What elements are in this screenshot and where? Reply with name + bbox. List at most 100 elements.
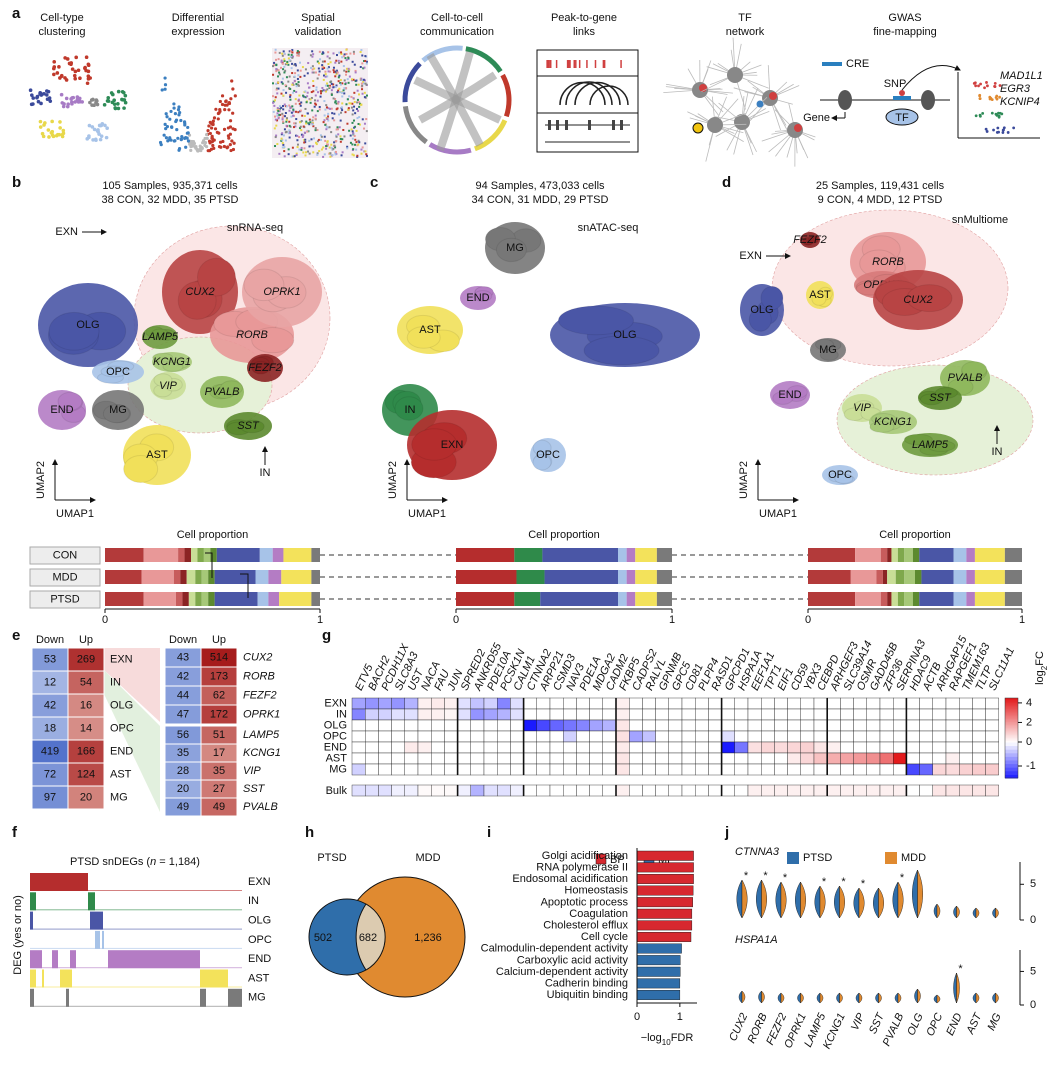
shape bbox=[173, 139, 177, 143]
heat-cell bbox=[497, 719, 511, 732]
proportion-segment bbox=[514, 592, 541, 606]
shape bbox=[320, 135, 323, 138]
shape bbox=[295, 83, 298, 86]
shape bbox=[38, 125, 43, 129]
shape bbox=[317, 138, 320, 141]
heat-cell bbox=[879, 752, 894, 765]
shape bbox=[298, 136, 301, 139]
shape bbox=[289, 106, 292, 109]
bar bbox=[636, 850, 694, 861]
heat-cell bbox=[972, 752, 986, 765]
heat-cell bbox=[813, 697, 828, 710]
cell-value: 17 bbox=[213, 747, 225, 759]
shape bbox=[327, 66, 330, 69]
shape bbox=[344, 83, 347, 86]
heat-cell bbox=[853, 719, 867, 732]
shape bbox=[760, 285, 784, 311]
heat-cell bbox=[378, 741, 392, 754]
shape bbox=[276, 107, 279, 110]
shape bbox=[1005, 705, 1018, 708]
shape bbox=[85, 81, 90, 86]
shape bbox=[122, 106, 126, 110]
cell-value: 172 bbox=[210, 708, 228, 720]
shape bbox=[278, 152, 281, 155]
shape bbox=[285, 118, 288, 121]
row-label: IN bbox=[336, 708, 347, 720]
heat-cell bbox=[391, 697, 406, 710]
shape bbox=[363, 96, 366, 99]
shape bbox=[586, 60, 588, 68]
shape bbox=[97, 123, 102, 128]
step-label: Peak-to-gene bbox=[551, 12, 617, 24]
shape bbox=[340, 91, 343, 94]
heat-cell bbox=[351, 752, 366, 765]
axis-label: UMAP2 bbox=[738, 461, 750, 499]
row-label: OPC bbox=[248, 934, 272, 946]
heat-cell bbox=[615, 784, 630, 797]
shape bbox=[334, 150, 337, 153]
colorbar-tick-label: 2 bbox=[1026, 716, 1032, 728]
heat-cell bbox=[444, 730, 458, 743]
shape bbox=[304, 138, 307, 141]
shape bbox=[299, 109, 302, 112]
shape bbox=[297, 52, 300, 55]
heat-cell bbox=[906, 784, 920, 797]
shape bbox=[323, 66, 326, 69]
heat-cell bbox=[470, 752, 485, 765]
shape bbox=[317, 73, 320, 76]
proportion-segment bbox=[912, 548, 920, 562]
proportion-segment bbox=[188, 592, 196, 606]
annotation: CRE bbox=[846, 58, 869, 70]
heat-cell bbox=[589, 741, 603, 754]
proportion-segment bbox=[456, 592, 515, 606]
shape bbox=[312, 90, 315, 93]
shape bbox=[330, 89, 333, 92]
shape bbox=[325, 125, 328, 128]
proportion-segment bbox=[618, 570, 627, 584]
heat-cell bbox=[866, 741, 881, 754]
heat-cell bbox=[470, 730, 485, 743]
heat-cell bbox=[827, 763, 841, 776]
shape bbox=[311, 71, 314, 74]
proportion-segment bbox=[259, 548, 273, 562]
heat-cell bbox=[589, 708, 603, 721]
heat-cell bbox=[576, 784, 590, 797]
shape bbox=[322, 78, 325, 81]
heat-cell bbox=[365, 763, 379, 776]
heat-cell bbox=[787, 697, 801, 710]
shape bbox=[335, 69, 338, 72]
shape bbox=[312, 151, 315, 154]
count-label: 682 bbox=[359, 932, 377, 944]
cell-value: 42 bbox=[177, 670, 189, 682]
shape bbox=[178, 110, 182, 115]
shape bbox=[316, 152, 319, 155]
shape bbox=[352, 148, 355, 151]
cell-value: 27 bbox=[213, 783, 225, 795]
shape bbox=[309, 54, 312, 57]
shape bbox=[326, 84, 329, 87]
shape bbox=[295, 85, 298, 88]
shape bbox=[983, 86, 986, 90]
heat-cell bbox=[906, 763, 920, 776]
shape bbox=[594, 60, 597, 68]
shape bbox=[548, 120, 551, 130]
shape bbox=[274, 48, 277, 51]
shape bbox=[885, 108, 919, 126]
heat-cell bbox=[827, 708, 841, 721]
shape bbox=[280, 139, 283, 142]
shape bbox=[354, 112, 357, 115]
shape bbox=[332, 97, 335, 100]
shape bbox=[1005, 712, 1018, 715]
heat-cell bbox=[457, 784, 472, 797]
heat-cell bbox=[629, 741, 643, 754]
proportion-segment bbox=[880, 548, 888, 562]
cell-value: 56 bbox=[177, 729, 189, 741]
shape bbox=[319, 90, 322, 93]
shape bbox=[334, 75, 337, 78]
shape bbox=[602, 60, 605, 68]
heat-cell bbox=[761, 719, 775, 732]
shape bbox=[363, 66, 366, 69]
panel-subtitle: 25 Samples, 119,431 cells bbox=[816, 180, 945, 192]
text-part: FDR bbox=[671, 1032, 694, 1044]
shape bbox=[232, 141, 236, 145]
